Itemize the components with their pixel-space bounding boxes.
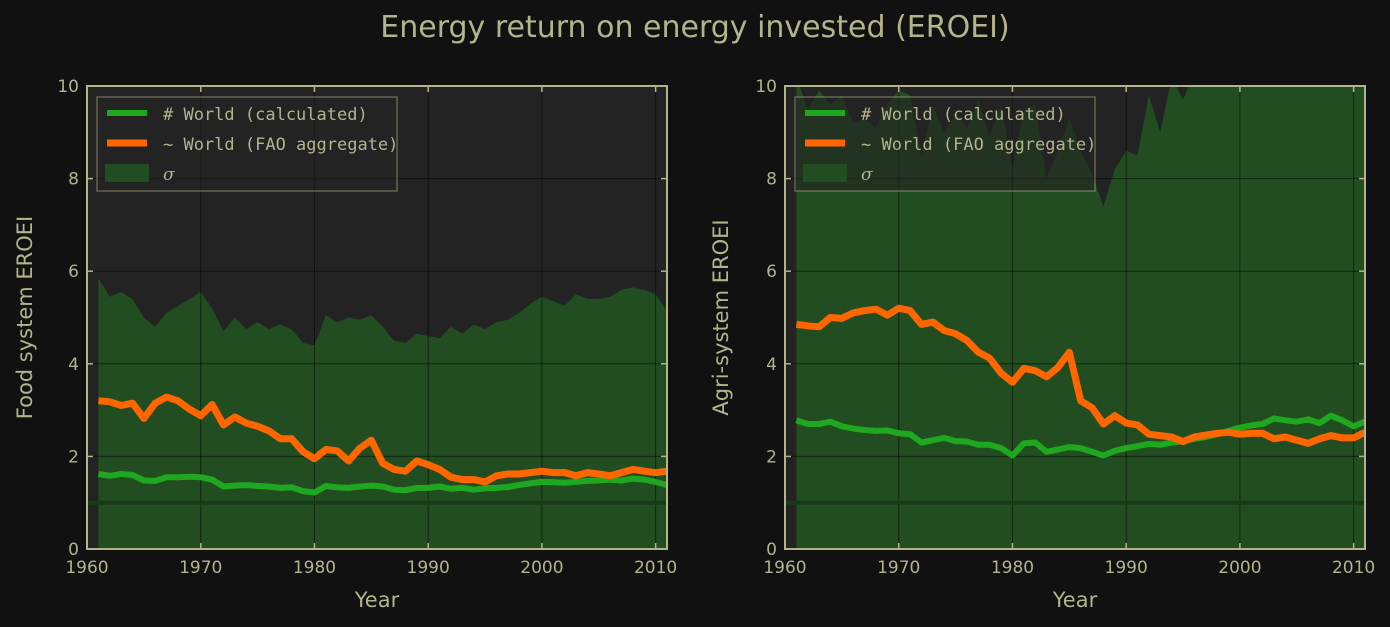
y-tick-label: 0 xyxy=(68,540,79,560)
x-axis-label: Year xyxy=(354,588,400,612)
legend: # World (calculated) ~ World (FAO aggrega… xyxy=(96,96,398,192)
y-tick-label: 2 xyxy=(68,447,79,467)
legend-label-fao: ~ World (FAO aggregate) xyxy=(861,135,1096,155)
x-tick-label: 2010 xyxy=(1332,558,1375,578)
y-axis-label: Agri-system EROEI xyxy=(709,219,733,415)
x-tick-label: 1960 xyxy=(65,558,108,578)
x-tick-label: 1980 xyxy=(991,558,1034,578)
y-tick-label: 10 xyxy=(755,77,777,97)
y-tick-label: 4 xyxy=(68,355,79,375)
plot-area xyxy=(87,86,667,549)
y-tick-label: 2 xyxy=(766,447,777,467)
y-axis-label: Food system EROEI xyxy=(13,216,37,419)
x-tick-label: 2010 xyxy=(634,558,677,578)
legend-label-calculated: # World (calculated) xyxy=(861,105,1066,125)
legend: # World (calculated) ~ World (FAO aggrega… xyxy=(794,96,1096,192)
plot-frame xyxy=(784,85,1366,550)
y-tick-label: 6 xyxy=(68,262,79,282)
legend-swatch-sigma xyxy=(105,164,149,182)
y-tick-label: 0 xyxy=(766,540,777,560)
x-tick-label: 2000 xyxy=(1218,558,1261,578)
x-tick-label: 1990 xyxy=(1105,558,1148,578)
legend-label-fao: ~ World (FAO aggregate) xyxy=(163,135,398,155)
chart-panel-1: 1960 1970 1980 1990 2000 2010 0 2 4 6 8 10 Year Food … xyxy=(13,77,677,612)
plot-area xyxy=(785,86,1365,549)
y-tick-label: 4 xyxy=(766,355,777,375)
y-tick-label: 8 xyxy=(68,170,79,190)
series-line-calculated xyxy=(97,471,667,496)
y-tick-label: 10 xyxy=(57,77,79,97)
x-tick-label: 1990 xyxy=(407,558,450,578)
series-line-calculated xyxy=(795,412,1365,459)
chart-panel-2: 1960 1970 1980 1990 2000 2010 0 2 4 6 8 10 Year Agri-… xyxy=(709,77,1375,612)
legend-label-sigma: σ xyxy=(861,165,873,185)
legend-label-sigma: σ xyxy=(163,165,175,185)
x-tick-label: 1970 xyxy=(179,558,222,578)
x-tick-label: 1960 xyxy=(763,558,806,578)
y-tick-label: 6 xyxy=(766,262,777,282)
x-tick-label: 1970 xyxy=(877,558,920,578)
x-axis-label: Year xyxy=(1052,588,1098,612)
legend-label-calculated: # World (calculated) xyxy=(163,105,368,125)
legend-swatch-sigma xyxy=(803,164,847,182)
series-line-fao xyxy=(795,304,1365,447)
plot-frame xyxy=(86,85,668,550)
y-tick-label: 8 xyxy=(766,170,777,190)
figure-title: Energy return on energy invested (EROEI) xyxy=(380,10,1010,45)
x-tick-label: 1980 xyxy=(293,558,336,578)
series-line-fao xyxy=(98,393,667,486)
x-tick-label: 2000 xyxy=(520,558,563,578)
